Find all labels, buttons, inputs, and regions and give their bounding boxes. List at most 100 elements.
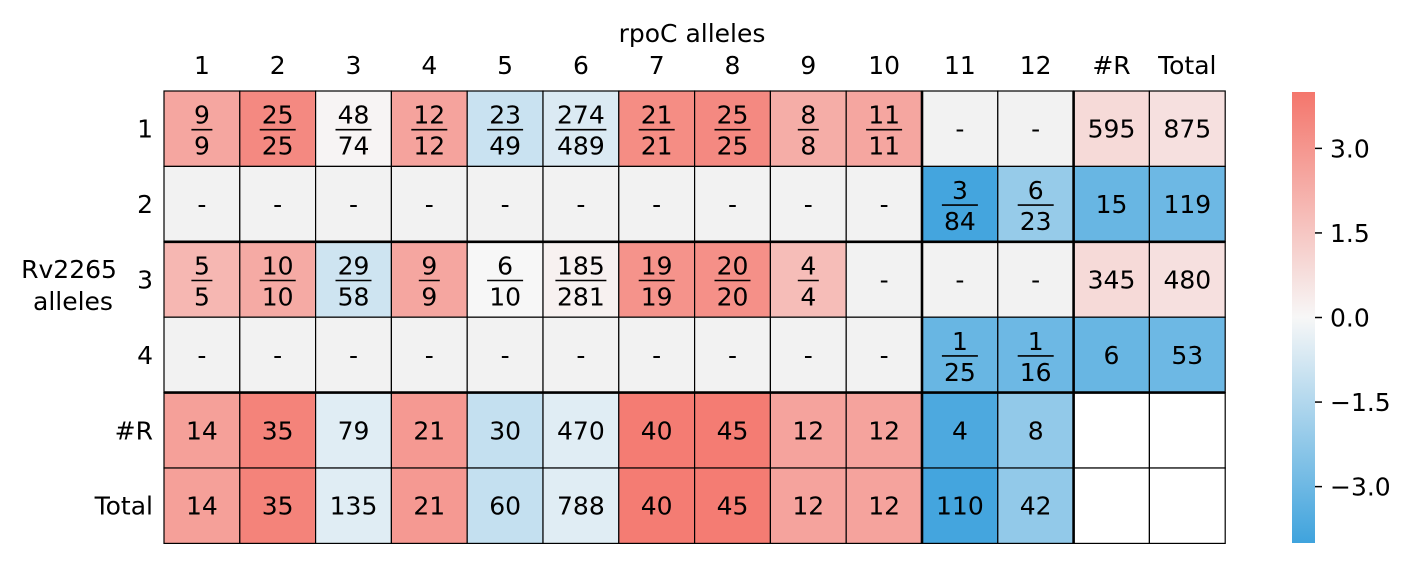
colorbar-tick-label: 1.5 xyxy=(1330,219,1370,248)
cell-fill xyxy=(845,467,923,545)
heatmap-cell: 6 xyxy=(1072,316,1150,394)
x-tick-label: 12 xyxy=(1020,51,1052,80)
heatmap-cell: 788 xyxy=(542,467,620,545)
cell-denominator: 58 xyxy=(338,283,370,312)
heatmap-cell: 21 xyxy=(390,392,468,469)
colorbar-tick-label: 3.0 xyxy=(1330,134,1370,163)
cell-value: - xyxy=(349,341,358,370)
cell-value: 79 xyxy=(338,416,370,445)
cell-fill xyxy=(997,90,1075,168)
heatmap-cell: - xyxy=(390,165,468,243)
cell-value: - xyxy=(425,341,434,370)
heatmap-cell: 60 xyxy=(466,467,544,545)
heatmap-cell: - xyxy=(239,316,317,394)
heatmap-cell: 55 xyxy=(163,241,241,318)
cell-fill xyxy=(921,90,999,168)
cell-denominator: 16 xyxy=(1020,358,1052,387)
y-tick-label: 2 xyxy=(137,190,153,219)
colorbar-tick-label: −3.0 xyxy=(1330,473,1391,502)
cell-value: 595 xyxy=(1088,115,1136,144)
cell-value: - xyxy=(728,190,737,219)
heatmap-cell: 44 xyxy=(769,241,847,318)
colorbar-gradient xyxy=(1292,92,1315,543)
heatmap-cell: - xyxy=(618,316,696,394)
heatmap-cell: - xyxy=(163,316,241,394)
heatmap-cell: - xyxy=(618,165,696,243)
cell-numerator: 1 xyxy=(1028,327,1044,356)
cell-value: - xyxy=(576,341,585,370)
heatmap-cell: - xyxy=(163,165,241,243)
heatmap-cell: 42 xyxy=(997,467,1075,545)
heatmap-cell: 35 xyxy=(239,392,317,469)
heatmap-cell: 623 xyxy=(997,165,1075,243)
cell-denominator: 19 xyxy=(641,283,673,312)
cell-numerator: 25 xyxy=(262,101,294,130)
heatmap-cell xyxy=(1148,467,1226,545)
heatmap-cell: - xyxy=(997,90,1075,168)
heatmap-cell: - xyxy=(845,316,923,394)
cell-fill xyxy=(845,316,923,394)
heatmap-cell: 53 xyxy=(1148,316,1226,394)
cell-denominator: 9 xyxy=(194,132,210,161)
group-separators xyxy=(164,91,1226,544)
cell-value: - xyxy=(880,341,889,370)
cell-fill xyxy=(693,467,771,545)
cell-fill xyxy=(618,392,696,469)
heatmap-cell: 8 xyxy=(997,392,1075,469)
cell-fill xyxy=(390,241,468,318)
heatmap-cell: 595 xyxy=(1072,90,1150,168)
cell-denominator: 11 xyxy=(868,132,900,161)
cell-value: - xyxy=(1031,266,1040,295)
cell-numerator: 185 xyxy=(557,252,605,281)
cell-numerator: 9 xyxy=(421,252,437,281)
cell-value: - xyxy=(955,266,964,295)
cell-value: 60 xyxy=(489,492,521,521)
y-tick-label: #R xyxy=(115,416,153,445)
cell-fill xyxy=(542,392,620,469)
cell-value: - xyxy=(197,190,206,219)
cell-fill xyxy=(466,90,544,168)
cell-value: 35 xyxy=(262,416,294,445)
cell-numerator: 23 xyxy=(489,101,521,130)
cell-denominator: 25 xyxy=(262,132,294,161)
cell-denominator: 281 xyxy=(557,283,605,312)
cell-value: 14 xyxy=(186,492,218,521)
heatmap-cell: 875 xyxy=(1148,90,1226,168)
cell-fill xyxy=(997,241,1075,318)
x-tick-label: Total xyxy=(1157,51,1216,80)
cell-value: - xyxy=(273,341,282,370)
cell-value: 8 xyxy=(1028,416,1044,445)
cell-value: 12 xyxy=(868,416,900,445)
cell-denominator: 49 xyxy=(489,132,521,161)
heatmap-cell: - xyxy=(315,165,393,243)
cell-denominator: 5 xyxy=(194,283,210,312)
cell-fill xyxy=(769,316,847,394)
cell-fill xyxy=(1148,316,1226,394)
cell-value: 875 xyxy=(1163,115,1211,144)
cell-value: - xyxy=(880,266,889,295)
heatmap-cell: 40 xyxy=(618,467,696,545)
cell-denominator: 8 xyxy=(800,132,816,161)
cell-denominator: 10 xyxy=(262,283,294,312)
cell-fill xyxy=(997,316,1075,394)
cell-denominator: 489 xyxy=(557,132,605,161)
heatmap-cell: - xyxy=(921,241,999,318)
cell-fill xyxy=(163,165,241,243)
cell-fill xyxy=(315,316,393,394)
cell-denominator: 25 xyxy=(944,358,976,387)
heatmap-cell: 99 xyxy=(163,90,241,168)
cell-denominator: 12 xyxy=(413,132,445,161)
cell-denominator: 84 xyxy=(944,207,976,236)
cell-fill xyxy=(1148,165,1226,243)
cell-fill xyxy=(1072,165,1150,243)
cell-value: - xyxy=(501,190,510,219)
x-tick-label: 9 xyxy=(800,51,816,80)
